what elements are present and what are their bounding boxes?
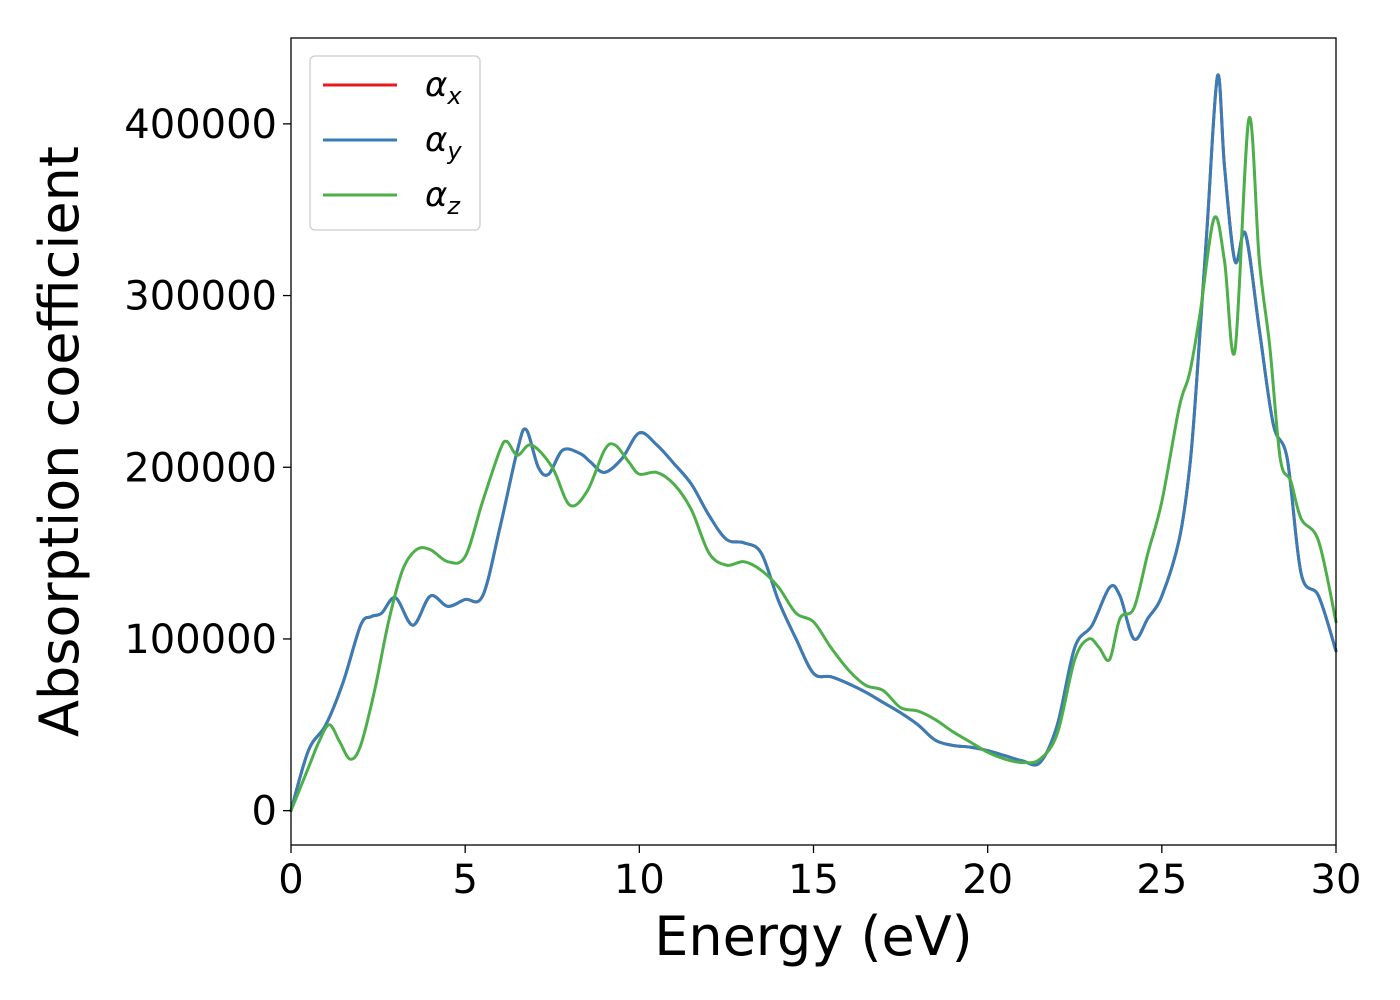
legend-subscript: x: [446, 82, 462, 110]
y-axis-label: Absorption coefficient: [28, 146, 91, 737]
x-tick-label: 15: [788, 857, 839, 903]
x-tick-label: 30: [1311, 857, 1362, 903]
x-tick-label: 5: [452, 857, 477, 903]
legend-subscript: z: [446, 192, 461, 220]
y-tick-label: 100000: [124, 617, 277, 663]
legend-subscript: y: [446, 137, 462, 165]
y-tick-label: 200000: [124, 445, 277, 491]
series-layer: [289, 73, 1338, 813]
legend-label-alpha-x: αx: [425, 65, 462, 110]
x-tick-label: 20: [962, 857, 1013, 903]
x-tick-label: 0: [278, 857, 303, 903]
y-tick-label: 300000: [124, 274, 277, 320]
series-line-alpha-y: [289, 73, 1338, 813]
y-tick-label: 400000: [124, 102, 277, 148]
legend-frame: [309, 55, 481, 231]
x-tick-label: 10: [614, 857, 665, 903]
y-tick-label: 0: [252, 789, 277, 835]
series-line-alpha-z: [289, 115, 1338, 813]
legend-label-alpha-y: αy: [425, 120, 462, 165]
x-axis-label: Energy (eV): [654, 905, 973, 968]
y-axis: 0 100000 200000 300000 400000: [124, 102, 291, 835]
x-tick-label: 25: [1136, 857, 1187, 903]
x-axis: 0 5 10 15 20 25 30: [278, 845, 1361, 903]
